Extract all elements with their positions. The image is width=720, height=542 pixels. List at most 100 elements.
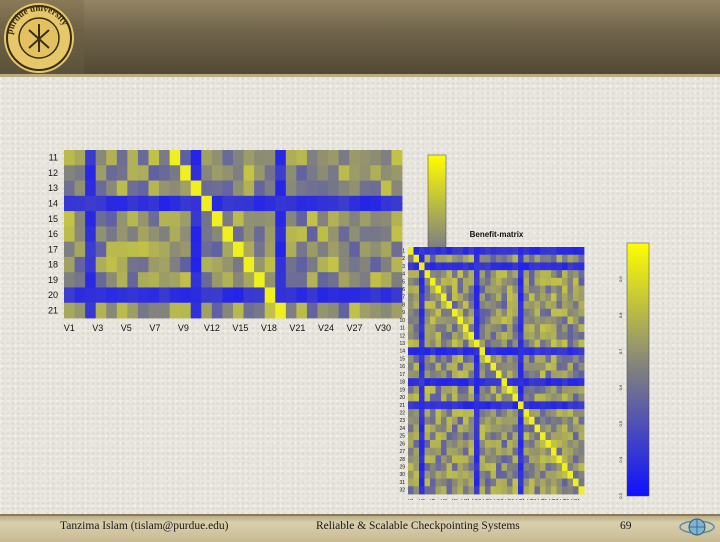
- column-tick-label: V18: [261, 323, 277, 333]
- heatmap-cell: [463, 486, 469, 495]
- heatmap-cell: [490, 416, 497, 425]
- heatmap-cell: [306, 241, 318, 258]
- heatmap-cell: [338, 165, 350, 181]
- heatmap-cell: [180, 150, 192, 166]
- column-tick-label: V29: [560, 499, 569, 500]
- heatmap-cell: [479, 331, 486, 341]
- heatmap-cell: [285, 150, 297, 166]
- heatmap-cell: [512, 463, 519, 472]
- heatmap-cell: [106, 241, 118, 258]
- heatmap-cell: [534, 401, 541, 410]
- colorbar-tick-label: 0.7: [618, 348, 623, 354]
- colorbar-tick-label: 0.9: [618, 276, 623, 282]
- heatmap-cell: [370, 211, 382, 227]
- heatmap-cell: [490, 478, 497, 487]
- heatmap-cell: [95, 195, 107, 212]
- heatmap-cell: [523, 401, 530, 410]
- heatmap-cell: [424, 401, 431, 410]
- heatmap-cell: [556, 439, 563, 449]
- heatmap-cell: [127, 287, 139, 304]
- heatmap-cell: [578, 308, 585, 317]
- heatmap-cell: [430, 347, 436, 356]
- heatmap-cell: [490, 262, 497, 271]
- heatmap-cell: [534, 470, 541, 479]
- heatmap-cell: [501, 362, 508, 371]
- heatmap-cell: [490, 447, 497, 456]
- heatmap-cell: [529, 316, 535, 325]
- heatmap-cell: [190, 150, 202, 166]
- heatmap-cell: [446, 339, 453, 348]
- heatmap-cell: [349, 241, 361, 258]
- heatmap-cell: [479, 416, 486, 425]
- heatmap-cell: [562, 285, 568, 294]
- heatmap-cell: [490, 347, 497, 356]
- heatmap-cell: [463, 316, 469, 325]
- heatmap-cell: [116, 256, 128, 273]
- heatmap-cell: [441, 301, 447, 310]
- heatmap-cell: [349, 272, 361, 288]
- heatmap-cell: [106, 150, 118, 166]
- heatmap-cell: [419, 355, 425, 364]
- heatmap-cell: [95, 226, 107, 243]
- heatmap-cell: [413, 293, 420, 302]
- heatmap-cell: [296, 302, 308, 319]
- heatmap-cell: [507, 455, 513, 464]
- heatmap-cell: [507, 416, 513, 425]
- heatmap-cell: [419, 424, 425, 433]
- heatmap-cell: [446, 308, 453, 317]
- heatmap-cell: [529, 285, 535, 294]
- heatmap-cell: [413, 401, 420, 410]
- row-tick-label: 6: [402, 287, 405, 293]
- heatmap-cell: [446, 385, 453, 395]
- heatmap-cell: [435, 316, 442, 325]
- heatmap-cell: [573, 416, 579, 425]
- heatmap-cell: [95, 302, 107, 319]
- heatmap-cell: [545, 355, 552, 364]
- heatmap-cell: [380, 272, 392, 288]
- heatmap-cell: [201, 180, 213, 197]
- heatmap-cell: [463, 331, 469, 341]
- heatmap-cell: [485, 247, 491, 256]
- heatmap-cell: [222, 256, 234, 273]
- heatmap-cell: [573, 447, 579, 456]
- heatmap-cell: [64, 226, 75, 243]
- heatmap-cell: [518, 424, 524, 433]
- heatmap-cell: [430, 247, 436, 256]
- heatmap-cell: [435, 285, 442, 294]
- heatmap-cell: [201, 241, 213, 258]
- heatmap-cell: [64, 211, 75, 227]
- heatmap-cell: [479, 393, 486, 402]
- heatmap-cell: [512, 301, 519, 310]
- heatmap-cell: [479, 347, 486, 356]
- heatmap-cell: [485, 447, 491, 456]
- chart-title: Benefit-matrix: [470, 230, 524, 239]
- heatmap-cell: [452, 339, 458, 348]
- column-tick-label: V7: [149, 323, 160, 333]
- heatmap-cell: [338, 211, 350, 227]
- heatmap-cell: [190, 165, 202, 181]
- heatmap-cell: [169, 272, 181, 288]
- heatmap-cell: [490, 339, 497, 348]
- heatmap-cell: [496, 331, 502, 341]
- heatmap-cell: [457, 293, 464, 302]
- heatmap-cell: [501, 378, 508, 387]
- heatmap-cell: [474, 270, 480, 279]
- heatmap-cell: [578, 339, 585, 348]
- heatmap-cell: [419, 247, 425, 256]
- heatmap-cell: [490, 470, 497, 479]
- heatmap-cell: [529, 355, 535, 364]
- heatmap-cell: [485, 285, 491, 294]
- heatmap-cell: [567, 432, 574, 441]
- heatmap-cell: [169, 241, 181, 258]
- heatmap-cell: [463, 308, 469, 317]
- heatmap-cell: [474, 370, 480, 379]
- heatmap-cell: [419, 409, 425, 418]
- row-tick-label: 13: [399, 341, 405, 347]
- heatmap-cell: [441, 308, 447, 317]
- heatmap-cell: [419, 393, 425, 402]
- heatmap-cell: [275, 287, 287, 304]
- heatmap-cell: [567, 254, 574, 263]
- heatmap-cell: [106, 226, 118, 243]
- footer-title: Reliable & Scalable Checkpointing System…: [316, 520, 520, 532]
- heatmap-cell: [169, 211, 181, 227]
